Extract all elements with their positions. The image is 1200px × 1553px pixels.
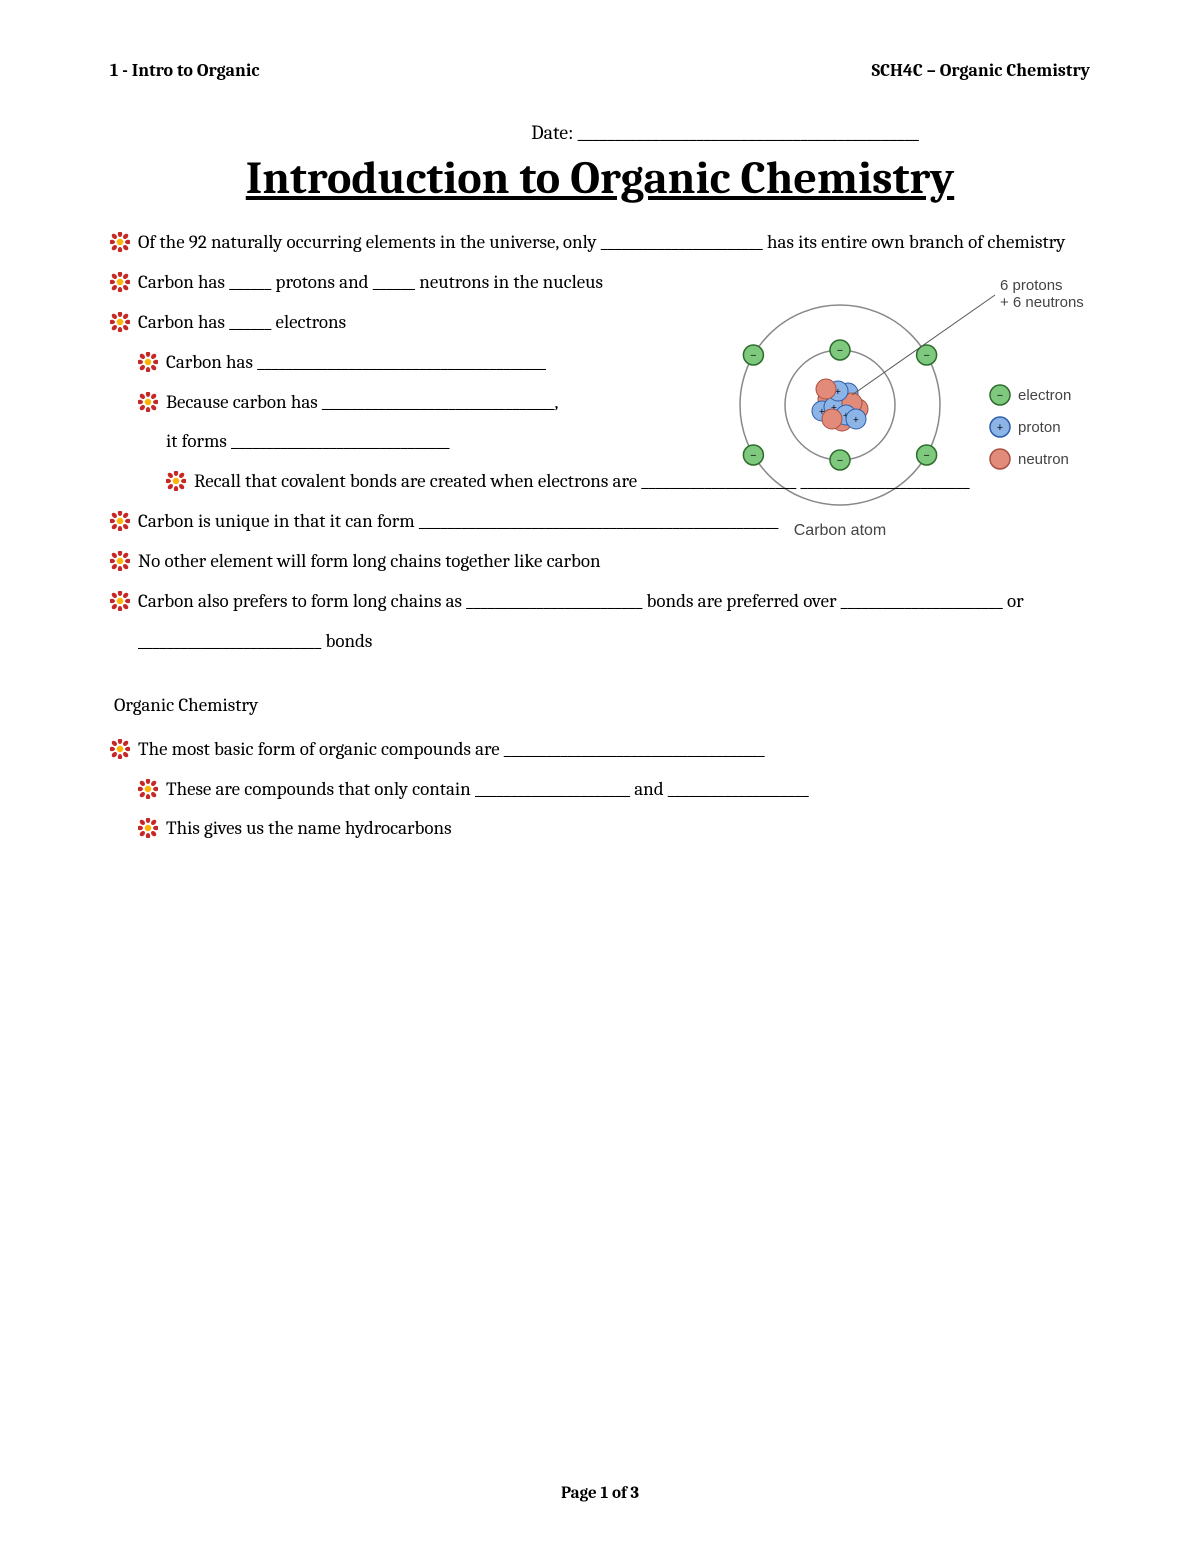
bullet-text: The most basic form of organic compounds… <box>138 738 765 760</box>
bullet-text: Of the 92 naturally occurring elements i… <box>138 231 1065 253</box>
bullet-icon <box>110 227 130 247</box>
bullet-text: Carbon has _____________________________… <box>166 343 546 383</box>
bullet-text: Carbon also prefers to form long chains … <box>138 590 1024 652</box>
page-footer: Page 1 of 3 <box>0 1484 1200 1503</box>
list-item: Carbon is unique in that it can form ___… <box>110 502 1090 542</box>
bullet-text: These are compounds that only contain __… <box>166 778 809 800</box>
list-item: Because carbon has _____________________… <box>110 383 1090 463</box>
bullet-list: Of the 92 naturally occurring elements i… <box>110 223 1090 849</box>
header-left: 1 - Intro to Organic <box>110 60 260 81</box>
header-right: SCH4C – Organic Chemistry <box>872 60 1090 81</box>
list-item: The most basic form of organic compounds… <box>110 730 1090 770</box>
list-item: Carbon has _____________________________… <box>110 343 1090 383</box>
page-header: 1 - Intro to Organic SCH4C – Organic Che… <box>110 60 1090 81</box>
bullet-icon <box>166 466 186 486</box>
bullet-text: No other element will form long chains t… <box>138 550 601 572</box>
bullet-icon <box>110 734 130 754</box>
bullet-icon <box>110 546 130 566</box>
list-item: Recall that covalent bonds are created w… <box>110 462 1090 502</box>
date-field: Date: __________________________________… <box>360 121 1090 144</box>
bullet-text: Carbon has ______ electrons <box>138 303 346 343</box>
list-item: Carbon also prefers to form long chains … <box>110 582 1090 662</box>
bullet-icon <box>110 307 130 327</box>
content-area: ++++++−−−−−−6 protons+ 6 neutronsCarbon … <box>110 223 1090 849</box>
bullet-text: Because carbon has _____________________… <box>166 383 558 463</box>
bullet-text: Carbon has ______ protons and ______ neu… <box>138 263 603 303</box>
list-item: This gives us the name hydrocarbons <box>110 809 1090 849</box>
bullet-icon <box>110 267 130 287</box>
bullet-icon <box>138 387 158 407</box>
list-item: Of the 92 naturally occurring elements i… <box>110 223 1090 263</box>
page-title: Introduction to Organic Chemistry <box>110 152 1090 205</box>
list-item: Carbon has ______ protons and ______ neu… <box>110 263 1090 303</box>
bullet-text: This gives us the name hydrocarbons <box>166 817 452 839</box>
bullet-icon <box>110 586 130 606</box>
bullet-text: Recall that covalent bonds are created w… <box>194 470 970 492</box>
bullet-icon <box>138 813 158 833</box>
list-item: No other element will form long chains t… <box>110 542 1090 582</box>
bullet-icon <box>138 774 158 794</box>
bullet-icon <box>138 347 158 367</box>
section-heading: Organic Chemistry <box>110 686 1090 726</box>
bullet-icon <box>110 506 130 526</box>
list-item: These are compounds that only contain __… <box>110 770 1090 810</box>
bullet-text: Carbon is unique in that it can form ___… <box>138 510 778 532</box>
list-item: Carbon has ______ electrons <box>110 303 1090 343</box>
